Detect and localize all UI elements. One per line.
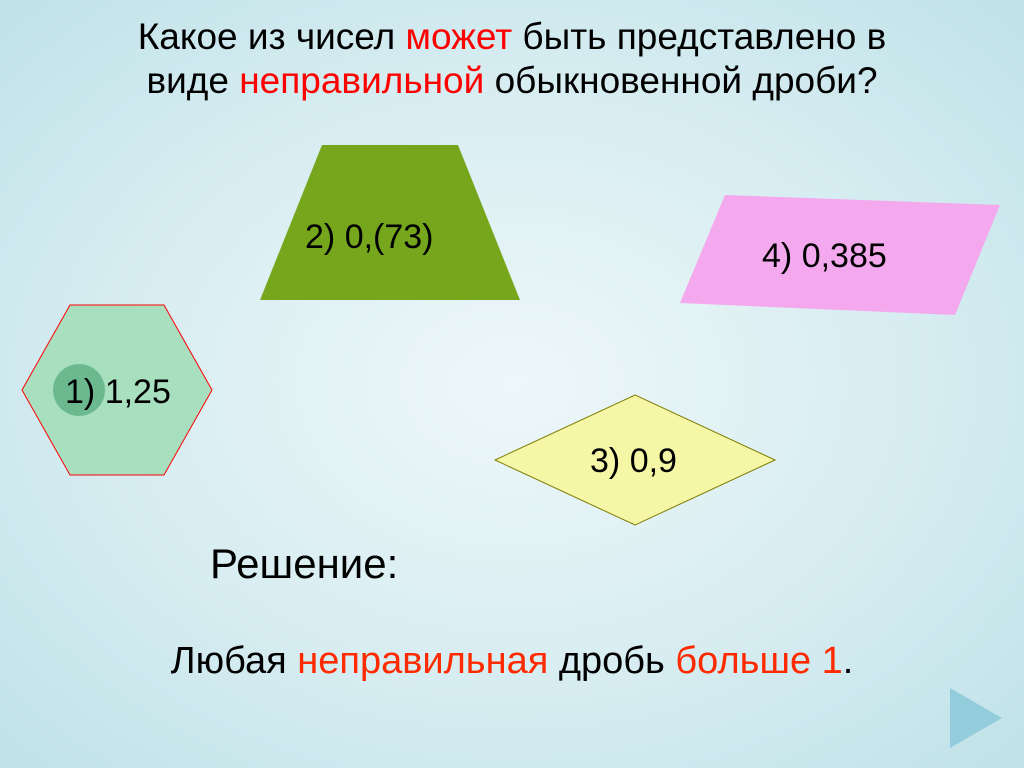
option-3-label: 3)	[590, 442, 620, 480]
option-4-value: 0,385	[802, 237, 887, 275]
option-4: 4) 0,385	[762, 237, 887, 276]
q-line1-highlight: может	[406, 16, 513, 57]
q-line2-highlight: неправильной	[239, 60, 484, 101]
option-3-value: 0,9	[630, 442, 677, 480]
concl-highlight1: неправильная	[297, 640, 548, 682]
option-4-label: 4)	[762, 237, 792, 275]
question-text: Какое из чисел может быть представлено в…	[0, 15, 1024, 104]
concl-part3: дробь	[548, 640, 675, 682]
option-2: 2) 0,(73)	[305, 218, 434, 257]
concl-part1: Любая	[171, 640, 298, 682]
option-1: 1) 1,25	[65, 373, 171, 412]
option-1-value: 1,25	[105, 373, 171, 411]
q-line1-part1: Какое из чисел	[138, 16, 406, 57]
conclusion-text: Любая неправильная дробь больше 1.	[0, 640, 1024, 683]
concl-highlight2: больше 1	[675, 640, 842, 682]
option-3: 3) 0,9	[590, 442, 677, 481]
next-arrow-icon[interactable]	[950, 688, 1002, 748]
slide: Какое из чисел может быть представлено в…	[0, 0, 1024, 768]
q-line2-part1: виде	[146, 60, 239, 101]
q-line1-part3: быть представлено в	[512, 16, 886, 57]
option-1-label: 1)	[65, 373, 95, 411]
q-line2-part3: обыкновенной дроби?	[484, 60, 877, 101]
option-2-value: 0,(73)	[345, 218, 434, 256]
solution-label: Решение:	[210, 540, 398, 588]
option-2-label: 2)	[305, 218, 335, 256]
concl-part5: .	[843, 640, 854, 682]
